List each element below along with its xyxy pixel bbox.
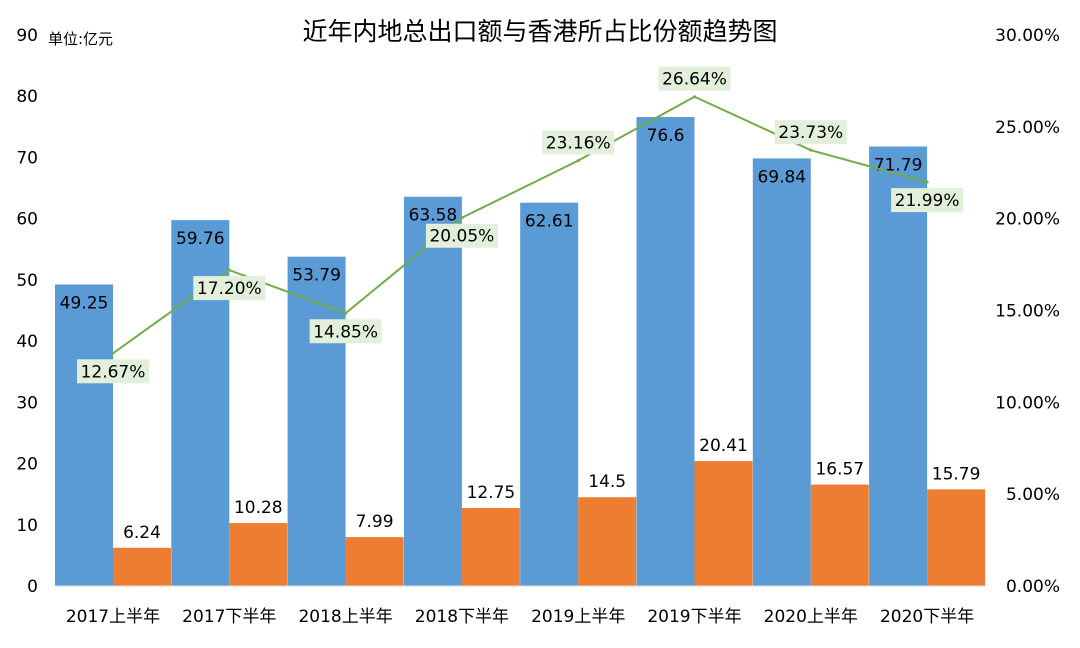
- share-point: [111, 351, 115, 355]
- x-tick-label: 2017上半年: [66, 607, 160, 627]
- unit-label: 单位:亿元: [48, 30, 113, 48]
- bar-total: [171, 220, 230, 587]
- share-point: [460, 216, 464, 220]
- bar-hongkong-label: 15.79: [932, 464, 981, 484]
- bar-total-label: 71.79: [874, 155, 923, 175]
- left-tick-label: 20: [16, 455, 38, 475]
- bar-hongkong-label: 16.57: [815, 460, 864, 480]
- bar-total-label: 76.6: [647, 126, 685, 146]
- left-tick-label: 60: [16, 210, 38, 230]
- left-tick-label: 0: [27, 577, 38, 597]
- right-tick-label: 5.00%: [1006, 485, 1060, 505]
- x-tick-label: 2017下半年: [182, 607, 276, 627]
- share-point: [809, 148, 813, 152]
- bar-hongkong: [229, 523, 288, 586]
- x-tick-label: 2020下半年: [880, 607, 974, 627]
- x-tick-label: 2018下半年: [415, 607, 509, 627]
- bar-hongkong: [345, 537, 404, 586]
- share-label-bg: [425, 223, 498, 248]
- right-tick-label: 30.00%: [995, 26, 1060, 46]
- bar-total-label: 69.84: [757, 167, 806, 187]
- bar-total-label: 62.61: [525, 212, 574, 232]
- share-label: 21.99%: [895, 191, 960, 211]
- bar-hongkong-label: 12.75: [467, 483, 516, 503]
- share-label-bg: [193, 276, 266, 301]
- share-label-bg: [542, 130, 615, 155]
- left-tick-label: 40: [16, 332, 38, 352]
- right-tick-label: 20.00%: [995, 210, 1060, 230]
- bar-hongkong: [927, 489, 986, 586]
- left-tick-label: 50: [16, 271, 38, 291]
- bar-total-label: 59.76: [176, 229, 225, 249]
- bar-total: [55, 284, 113, 586]
- bar-hongkong-label: 7.99: [356, 512, 394, 532]
- bar-total: [403, 196, 462, 586]
- x-tick-label: 2019下半年: [647, 607, 741, 627]
- bar-hongkong-label: 10.28: [234, 498, 283, 518]
- share-label-bg: [309, 319, 382, 344]
- right-tick-label: 25.00%: [995, 118, 1060, 138]
- share-label-bg: [891, 188, 964, 213]
- bar-total-label: 49.25: [60, 293, 109, 313]
- left-tick-label: 90: [16, 26, 38, 46]
- share-label: 20.05%: [429, 227, 494, 247]
- left-tick-label: 10: [16, 516, 38, 536]
- bar-hongkong: [810, 484, 869, 586]
- share-point: [227, 268, 231, 272]
- share-point: [693, 95, 696, 99]
- share-label: 17.20%: [197, 279, 262, 299]
- right-tick-label: 15.00%: [995, 302, 1060, 322]
- bar-total-label: 53.79: [292, 266, 341, 286]
- x-tick-label: 2020上半年: [764, 607, 858, 627]
- bar-total: [752, 158, 811, 586]
- share-label: 12.67%: [81, 362, 146, 382]
- share-label-bg: [774, 120, 847, 145]
- bar-hongkong: [113, 547, 171, 586]
- left-tick-label: 30: [16, 393, 38, 413]
- share-point: [344, 311, 348, 315]
- bar-total: [287, 256, 346, 586]
- chart-title: 近年内地总出口额与香港所占比份额趋势图: [302, 17, 777, 46]
- x-tick-label: 2018上半年: [298, 607, 392, 627]
- bar-hongkong: [461, 507, 520, 586]
- bar-total: [636, 117, 695, 586]
- share-point: [925, 180, 929, 184]
- right-tick-label: 0.00%: [1006, 577, 1060, 597]
- share-label: 26.64%: [662, 70, 727, 90]
- share-label: 14.85%: [313, 322, 378, 342]
- share-point: [576, 159, 580, 163]
- bar-total: [869, 146, 928, 587]
- bar-total-label: 63.58: [409, 206, 458, 226]
- bar-hongkong-label: 20.41: [699, 436, 748, 456]
- bar-hongkong-label: 14.5: [588, 472, 626, 492]
- share-label: 23.16%: [546, 134, 611, 154]
- share-label: 23.73%: [778, 123, 843, 143]
- share-label-bg: [77, 359, 149, 384]
- bar-total: [520, 202, 579, 586]
- right-tick-label: 10.00%: [995, 393, 1060, 413]
- bar-hongkong-label: 6.24: [123, 523, 161, 543]
- share-label-bg: [658, 66, 731, 91]
- x-tick-label: 2019上半年: [531, 607, 625, 627]
- bar-hongkong: [694, 461, 753, 586]
- left-tick-label: 80: [16, 87, 38, 107]
- bar-hongkong: [578, 497, 637, 586]
- left-tick-label: 70: [16, 148, 38, 168]
